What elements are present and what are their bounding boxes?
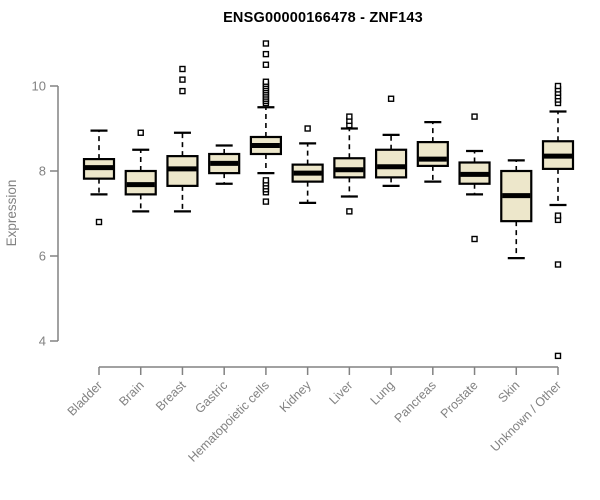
x-tick-label: Brain (116, 378, 147, 409)
x-tick-label: Pancreas (392, 378, 439, 425)
y-tick-label: 4 (39, 334, 46, 349)
outlier-point (262, 40, 270, 47)
x-tick-label: Hematopoietic cells (185, 378, 272, 465)
outlier-point (262, 78, 270, 85)
outlier-point (554, 82, 562, 90)
outlier-point (346, 113, 353, 120)
x-tick-label: Skin (495, 378, 522, 405)
outlier-point (554, 212, 562, 219)
x-tick-label: Lung (368, 378, 398, 408)
iqr-box (416, 141, 449, 168)
outlier-point (387, 95, 395, 102)
outlier-point (471, 113, 478, 120)
x-tick-label: Kidney (277, 378, 314, 415)
x-tick-label: Breast (153, 378, 189, 414)
outlier-point (179, 76, 186, 83)
iqr-box (374, 148, 408, 179)
outlier-point (137, 129, 144, 136)
outlier-point (262, 177, 270, 184)
outlier-point (179, 87, 186, 95)
x-tick-label: Gastric (192, 378, 230, 416)
y-tick-label: 10 (32, 79, 46, 94)
y-tick-label: 8 (39, 164, 46, 179)
x-tick-label: Unknown / Other (488, 378, 564, 454)
outlier-point (346, 208, 353, 215)
outlier-point (262, 50, 270, 58)
x-tick-label: Liver (326, 378, 355, 407)
chart-title: ENSG00000166478 - ZNF143 (223, 10, 423, 26)
outlier-point (95, 218, 103, 226)
y-tick-label: 6 (39, 249, 46, 264)
outlier-point (262, 61, 270, 68)
outlier-point (554, 352, 562, 360)
y-axis-label: Expression (4, 180, 19, 247)
x-tick-label: Bladder (65, 378, 105, 418)
outlier-point (304, 125, 311, 132)
outlier-point (262, 198, 270, 205)
outlier-point (554, 261, 562, 268)
outlier-point (179, 65, 186, 73)
outlier-point (471, 235, 478, 243)
x-tick-label: Prostate (438, 378, 481, 421)
